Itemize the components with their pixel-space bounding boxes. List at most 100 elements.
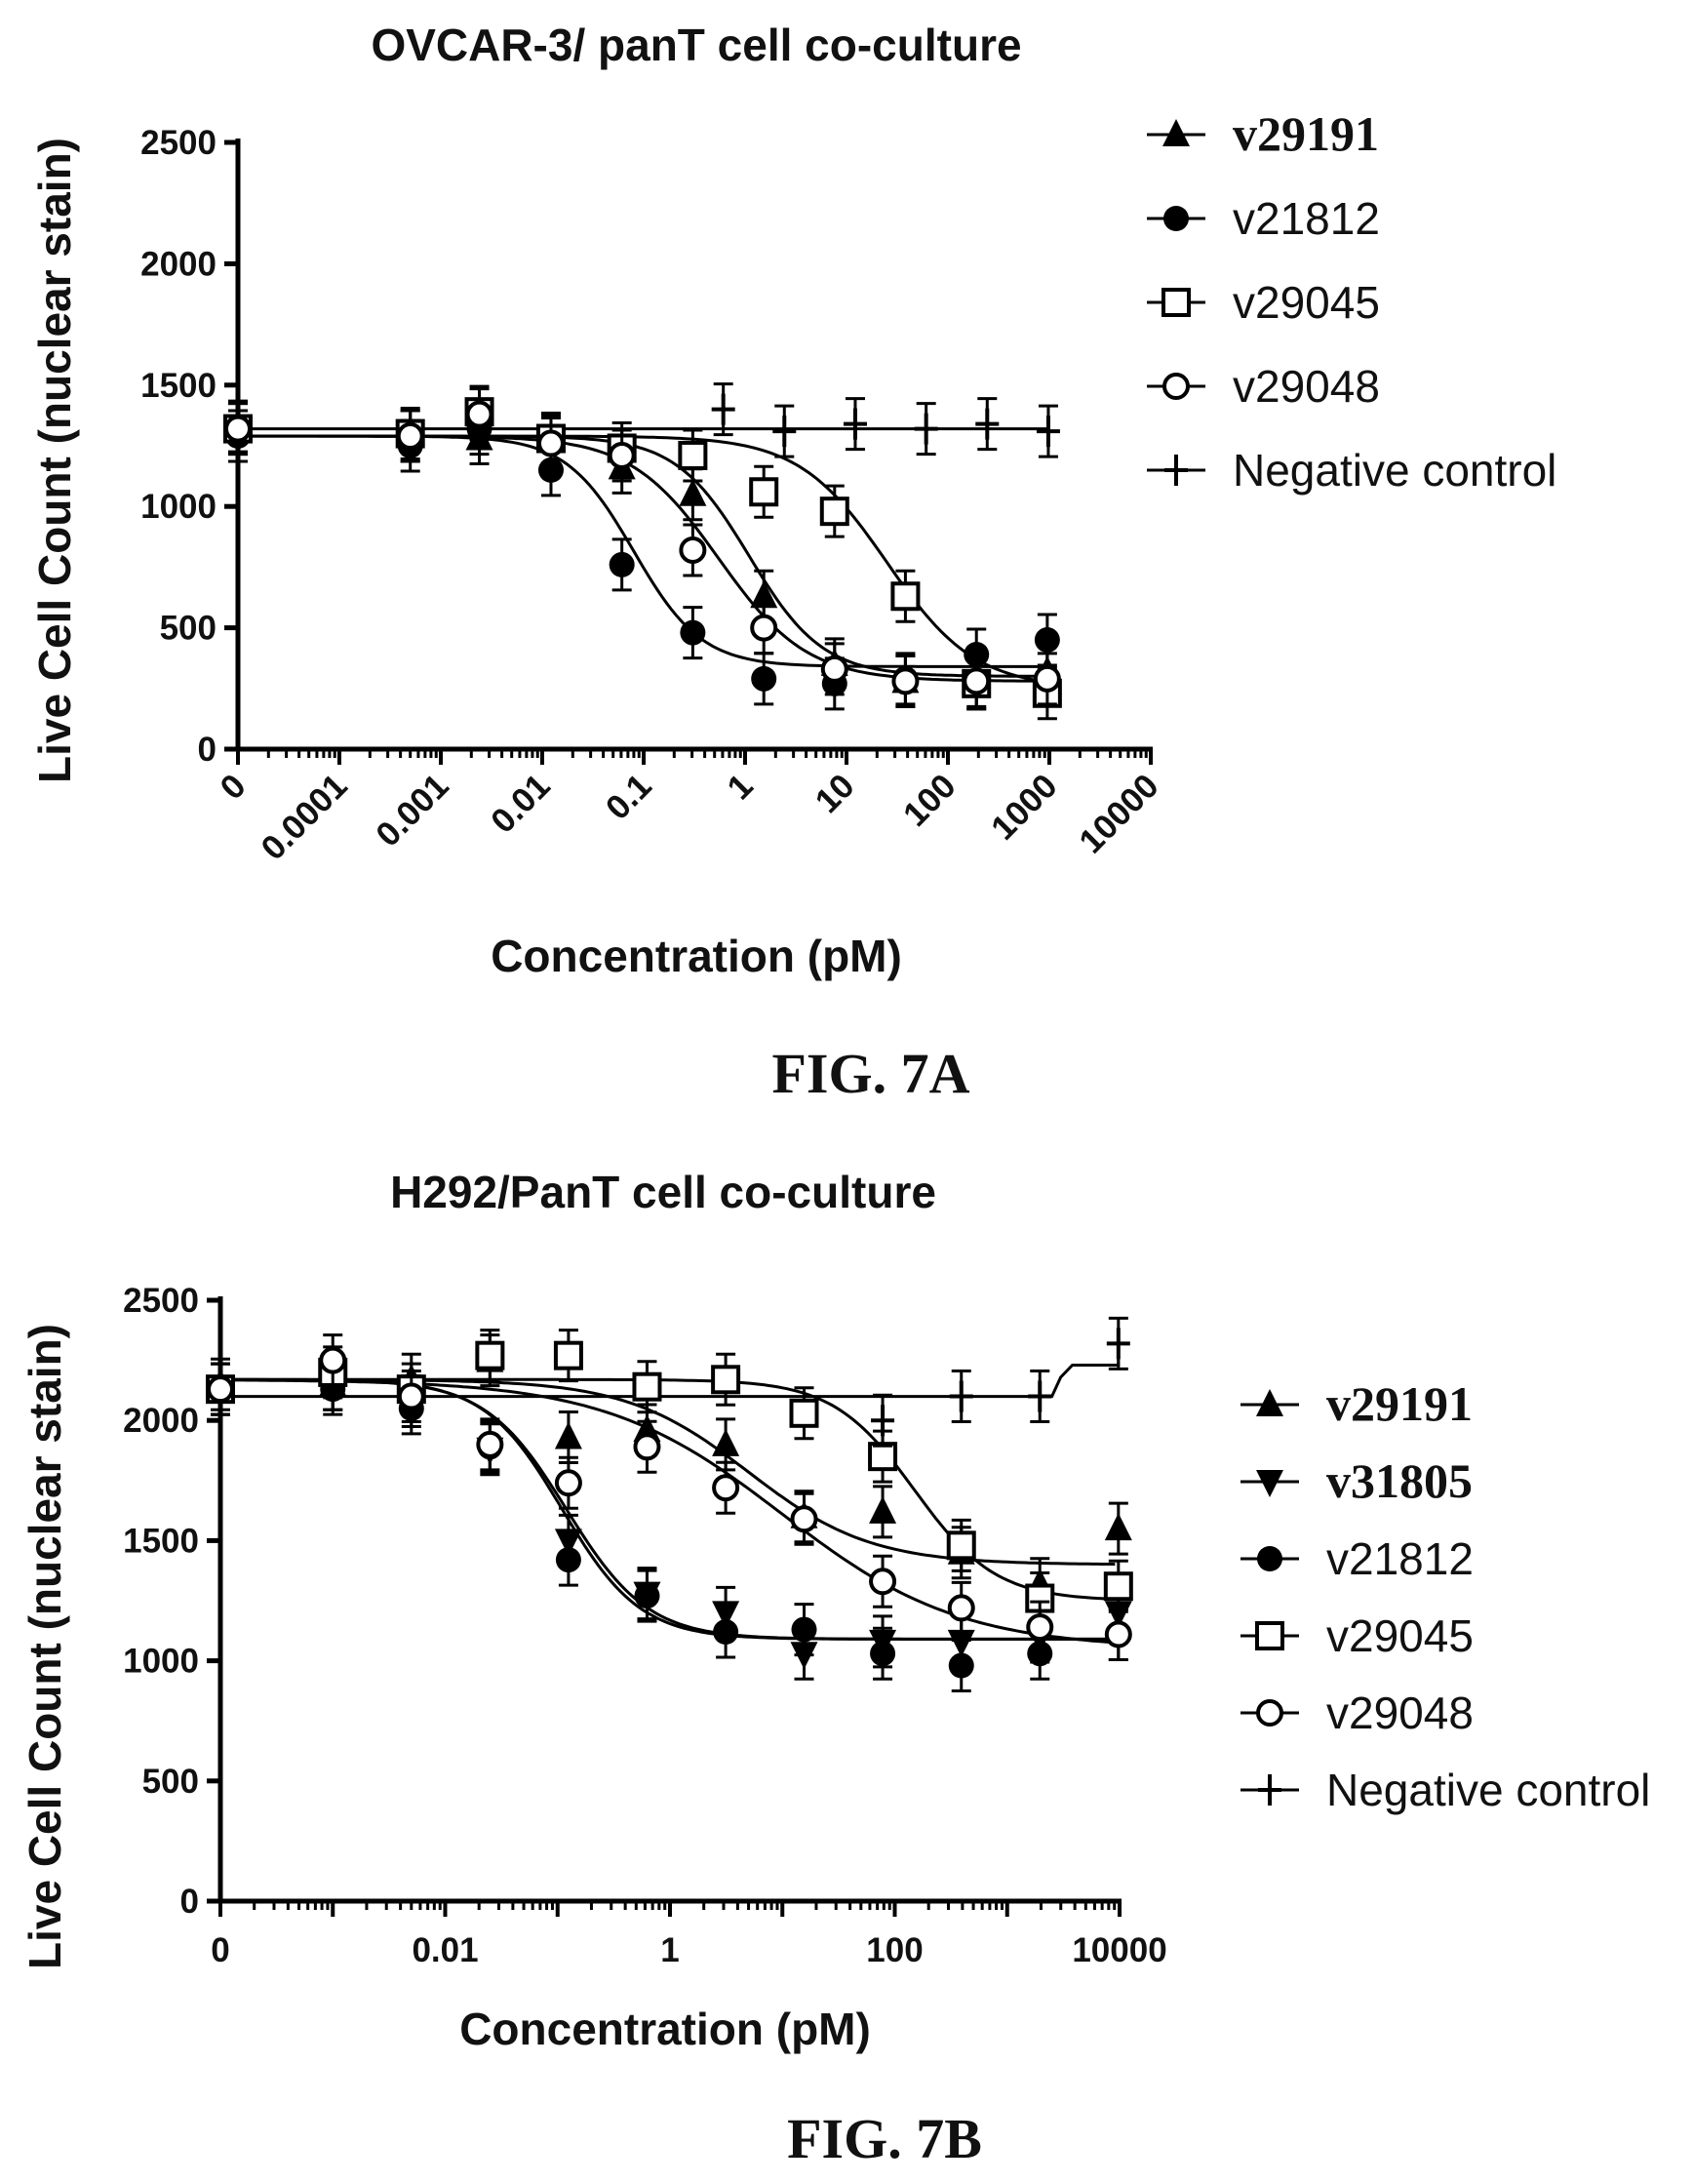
point-v29048 — [397, 1382, 425, 1410]
point-v29048 — [536, 429, 565, 457]
chart-title: H292/PanT cell co-culture — [390, 1167, 936, 1217]
y-tick-label: 1500 — [140, 367, 217, 405]
x-tick-label: 0.01 — [412, 1931, 478, 1969]
x-tick-label: 100 — [866, 1931, 923, 1969]
point-v21812 — [870, 1641, 896, 1667]
x-axis-label: Concentration (pM) — [459, 2004, 871, 2054]
x-tick-label: 0.01 — [484, 767, 558, 841]
chart-title: OVCAR-3/ panT cell co-culture — [371, 20, 1021, 70]
point-v29045 — [749, 477, 779, 507]
legend-marker — [1257, 1546, 1282, 1571]
point-v29048 — [963, 667, 991, 695]
fit-curve-v29191 — [220, 1377, 1116, 1567]
point-v29048 — [1033, 664, 1061, 693]
point-v29048 — [820, 655, 848, 683]
y-axis-label: Live Cell Count (nuclear stain) — [20, 1324, 70, 1969]
legend-marker — [1161, 288, 1191, 317]
legend-label: v29191 — [1326, 1376, 1473, 1431]
point-v29048 — [1104, 1620, 1132, 1648]
legend-marker — [1162, 373, 1190, 400]
x-tick-label: 0.1 — [599, 767, 659, 827]
y-tick-label: 2000 — [123, 1402, 199, 1440]
fit-curve-v29048 — [238, 434, 1046, 683]
point-v29045 — [868, 1442, 898, 1472]
point-v21812 — [948, 1652, 974, 1679]
point-v29045 — [632, 1371, 662, 1402]
point-v29048 — [750, 614, 778, 642]
point-negative-control — [1036, 416, 1060, 448]
point-v29191 — [554, 1421, 582, 1449]
point-v29048 — [712, 1474, 740, 1502]
x-tick-label: 1 — [660, 1931, 679, 1969]
legend-label: v21812 — [1233, 193, 1380, 244]
x-tick-label: 10000 — [1072, 1931, 1166, 1969]
x-tick-label: 0.001 — [369, 767, 456, 854]
point-v29191 — [679, 478, 707, 506]
point-negative-control — [949, 1380, 973, 1412]
legend-marker — [1256, 1699, 1283, 1727]
legend-label: Negative control — [1326, 1765, 1650, 1815]
legend-label: v29048 — [1326, 1688, 1474, 1738]
point-v21812 — [680, 619, 706, 646]
legend-marker — [1164, 455, 1188, 486]
point-v29191 — [712, 1428, 740, 1456]
x-tick-label: 1000 — [984, 767, 1065, 848]
x-axis-label: Concentration (pM) — [491, 931, 902, 981]
point-negative-control — [843, 408, 867, 440]
point-v29045 — [553, 1340, 583, 1370]
legend-label: v29045 — [1326, 1610, 1474, 1661]
point-v29045 — [890, 581, 921, 612]
point-v29191 — [1104, 1513, 1132, 1541]
point-v29045 — [819, 496, 849, 527]
legend-label: v21812 — [1326, 1533, 1474, 1584]
point-v29045 — [789, 1398, 819, 1428]
point-v29048 — [608, 441, 636, 469]
legend-marker — [1256, 1470, 1283, 1497]
legend: v29191 v31805 v21812 v29045 v29048 Negative c… — [1240, 1376, 1650, 1815]
point-negative-control — [871, 1405, 895, 1437]
data-points — [223, 382, 1062, 721]
point-v29048 — [947, 1594, 975, 1622]
y-tick-label: 500 — [142, 1763, 199, 1801]
y-tick-label: 2500 — [123, 1282, 199, 1320]
point-v29048 — [396, 422, 424, 451]
point-v29048 — [790, 1505, 818, 1533]
fit-curve-v29045 — [220, 1377, 1116, 1601]
x-tick-label: 10 — [808, 767, 862, 820]
point-v29048 — [869, 1568, 897, 1596]
point-v29045 — [946, 1530, 976, 1561]
x-tick-label: 1 — [720, 767, 760, 807]
point-v29048 — [1026, 1613, 1054, 1642]
y-tick-label: 0 — [180, 1883, 199, 1921]
legend-label: v29048 — [1233, 361, 1380, 412]
x-tick-label: 100 — [896, 767, 964, 834]
point-v29191 — [869, 1495, 897, 1524]
panel-7a: OVCAR-3/ panT cell co-culture Live Cell … — [29, 20, 1556, 1105]
legend-marker — [1256, 1389, 1283, 1416]
legend-marker — [1162, 119, 1190, 146]
point-negative-control — [1106, 1328, 1130, 1360]
legend-label: v29191 — [1233, 106, 1379, 161]
point-v21812 — [634, 1583, 660, 1609]
point-v29048 — [891, 667, 920, 695]
x-tick-label: 0.0001 — [254, 767, 354, 867]
legend-label: v31805 — [1326, 1453, 1473, 1508]
axes — [207, 1296, 1122, 1917]
tick-labels: 0 500 1000 1500 2000 2500 0 0.01 1 100 10000 — [123, 1282, 1167, 1969]
point-v29048 — [465, 400, 493, 428]
point-v29048 — [554, 1469, 582, 1497]
point-v29045 — [711, 1365, 741, 1395]
fit-curves — [237, 427, 1049, 684]
point-v29045 — [475, 1340, 505, 1370]
y-axis-label: Live Cell Count (nuclear stain) — [29, 138, 80, 783]
legend-marker — [1258, 1774, 1281, 1806]
x-tick-label: 0 — [213, 767, 253, 807]
legend-marker — [1163, 206, 1189, 231]
x-tick-label: 10000 — [1072, 767, 1165, 860]
fit-curve-v21812 — [237, 434, 1046, 668]
y-tick-label: 1000 — [140, 488, 217, 526]
point-v29048 — [476, 1430, 504, 1458]
point-negative-control — [1028, 1380, 1052, 1412]
